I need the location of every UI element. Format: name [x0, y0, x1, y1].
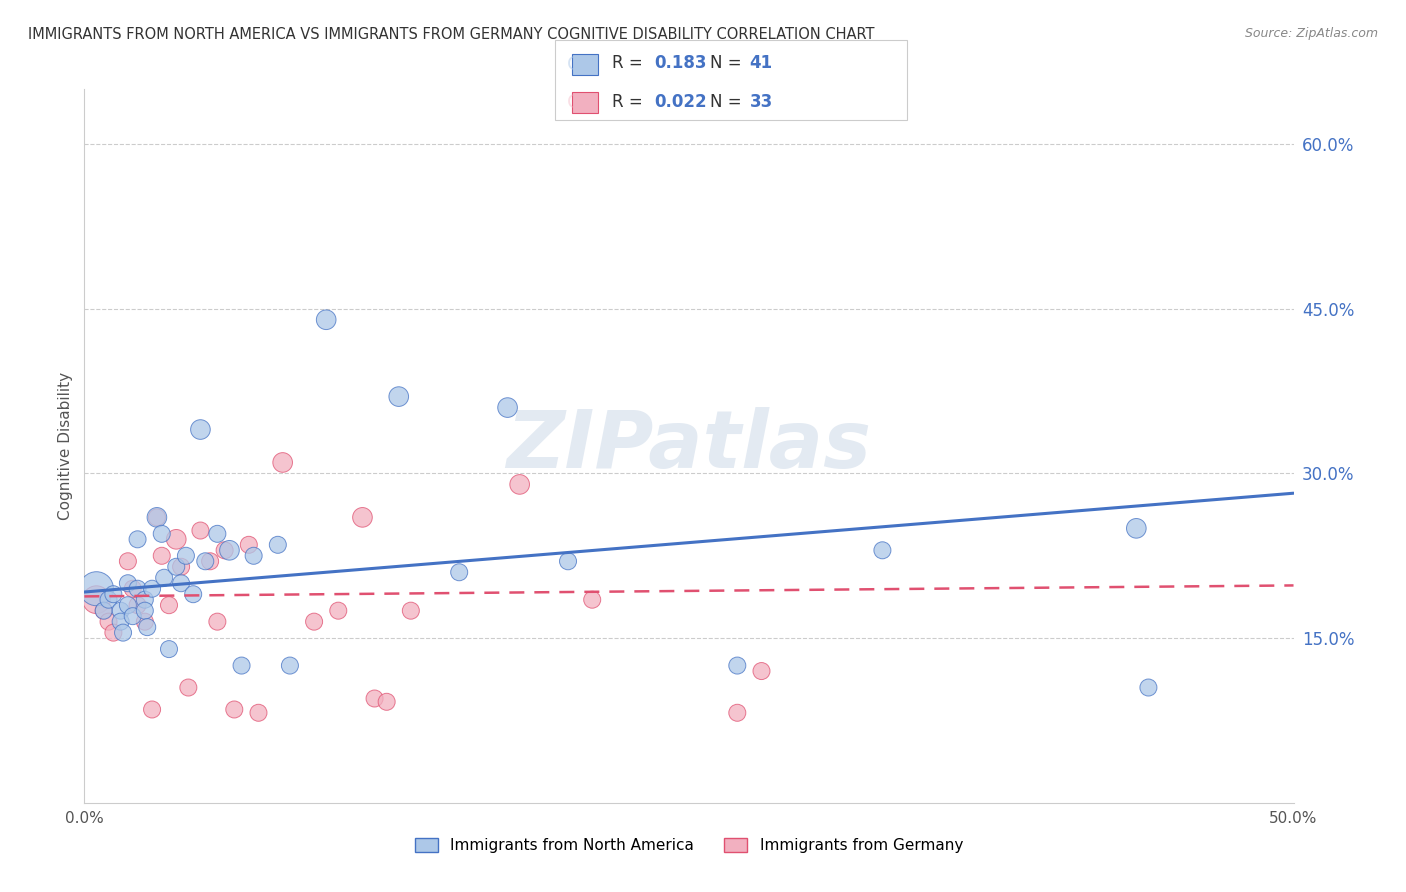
- Point: [198, 554, 221, 568]
- Point: [557, 554, 579, 568]
- Point: [127, 582, 149, 596]
- Text: N =: N =: [710, 54, 747, 72]
- Point: [496, 401, 519, 415]
- Point: [170, 576, 193, 591]
- Point: [110, 604, 132, 618]
- Point: [725, 706, 748, 720]
- Point: [121, 582, 143, 596]
- Point: [121, 609, 143, 624]
- Point: [134, 615, 156, 629]
- Text: O: O: [567, 54, 582, 73]
- Point: [134, 604, 156, 618]
- Point: [103, 587, 125, 601]
- Text: ZIPatlas: ZIPatlas: [506, 407, 872, 485]
- Point: [278, 658, 301, 673]
- Point: [141, 702, 163, 716]
- Point: [170, 559, 193, 574]
- Point: [117, 554, 139, 568]
- Point: [231, 658, 253, 673]
- Point: [399, 604, 422, 618]
- Point: [103, 625, 125, 640]
- Point: [375, 695, 398, 709]
- Point: [872, 543, 894, 558]
- Point: [181, 587, 204, 601]
- Point: [117, 598, 139, 612]
- Text: O: O: [567, 93, 582, 112]
- Legend: Immigrants from North America, Immigrants from Germany: Immigrants from North America, Immigrant…: [409, 832, 969, 859]
- Point: [238, 538, 260, 552]
- Point: [207, 526, 229, 541]
- Point: [207, 615, 229, 629]
- Point: [141, 582, 163, 596]
- Point: [190, 524, 212, 538]
- Point: [134, 592, 156, 607]
- Point: [146, 510, 169, 524]
- Point: [97, 615, 120, 629]
- Point: [751, 664, 773, 678]
- Point: [177, 681, 200, 695]
- Point: [110, 615, 132, 629]
- Text: 0.183: 0.183: [654, 54, 706, 72]
- Point: [247, 706, 270, 720]
- Point: [242, 549, 264, 563]
- Point: [352, 510, 374, 524]
- Point: [146, 510, 169, 524]
- Point: [224, 702, 246, 716]
- Point: [509, 477, 531, 491]
- Point: [97, 592, 120, 607]
- Point: [328, 604, 350, 618]
- Point: [153, 571, 176, 585]
- Point: [86, 582, 108, 596]
- Y-axis label: Cognitive Disability: Cognitive Disability: [58, 372, 73, 520]
- Point: [157, 598, 180, 612]
- Point: [388, 390, 411, 404]
- Point: [315, 312, 337, 326]
- Text: N =: N =: [710, 93, 747, 111]
- Point: [127, 533, 149, 547]
- Point: [581, 592, 603, 607]
- Point: [449, 566, 471, 580]
- Point: [1137, 681, 1160, 695]
- Point: [363, 691, 385, 706]
- Point: [214, 543, 236, 558]
- Point: [86, 592, 108, 607]
- Point: [190, 423, 212, 437]
- Point: [174, 549, 197, 563]
- Point: [271, 455, 294, 469]
- Point: [150, 549, 173, 563]
- Point: [136, 620, 159, 634]
- Text: 33: 33: [749, 93, 773, 111]
- Point: [1125, 521, 1147, 535]
- Text: R =: R =: [612, 93, 648, 111]
- Text: 41: 41: [749, 54, 772, 72]
- Point: [725, 658, 748, 673]
- Point: [218, 543, 240, 558]
- Text: IMMIGRANTS FROM NORTH AMERICA VS IMMIGRANTS FROM GERMANY COGNITIVE DISABILITY CO: IMMIGRANTS FROM NORTH AMERICA VS IMMIGRA…: [28, 27, 875, 42]
- Point: [93, 604, 115, 618]
- Point: [165, 559, 187, 574]
- Point: [302, 615, 325, 629]
- Point: [150, 526, 173, 541]
- Text: 0.022: 0.022: [654, 93, 706, 111]
- Point: [117, 576, 139, 591]
- Point: [127, 598, 149, 612]
- Text: R =: R =: [612, 54, 648, 72]
- Point: [93, 604, 115, 618]
- Point: [267, 538, 290, 552]
- Point: [194, 554, 217, 568]
- Point: [112, 625, 135, 640]
- Text: Source: ZipAtlas.com: Source: ZipAtlas.com: [1244, 27, 1378, 40]
- Point: [165, 533, 187, 547]
- Point: [157, 642, 180, 657]
